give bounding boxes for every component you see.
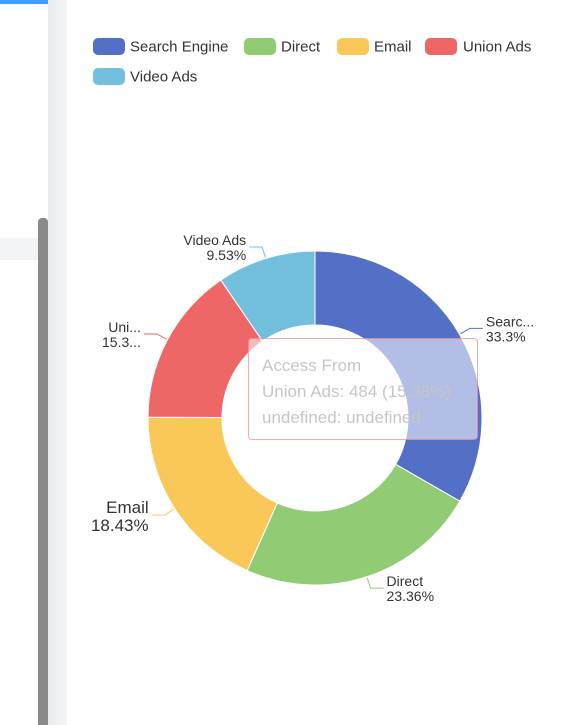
slice-video-ads[interactable] xyxy=(220,250,316,342)
slice-email[interactable] xyxy=(147,416,278,572)
legend-label-search-engine[interactable]: Search Engine xyxy=(130,39,228,56)
slice-label-percent-video-ads: 9.53% xyxy=(206,247,246,263)
tooltip-title: Access From xyxy=(262,356,362,375)
legend-label-union-ads[interactable]: Union Ads xyxy=(463,39,531,56)
panel-divider xyxy=(48,0,67,725)
slice-label-percent-union-ads: 15.3... xyxy=(102,334,141,350)
slice-direct[interactable] xyxy=(246,463,461,586)
leader-line-union-ads xyxy=(143,333,167,340)
tooltip-line-2: undefined: undefined xyxy=(262,408,421,427)
tooltip-line-1: Union Ads: 484 (15.38%) xyxy=(262,382,452,401)
legend-label-direct[interactable]: Direct xyxy=(281,39,321,56)
legend-swatch-direct[interactable] xyxy=(244,38,276,55)
leader-line-email xyxy=(151,508,175,516)
sidebar-scrollbar[interactable] xyxy=(38,218,48,725)
slice-label-name-direct: Direct xyxy=(387,573,424,589)
legend-swatch-union-ads[interactable] xyxy=(425,38,457,55)
slice-label-percent-direct: 23.36% xyxy=(387,588,434,604)
sidebar-highlighted-row[interactable] xyxy=(0,238,38,260)
legend-swatch-search-engine[interactable] xyxy=(93,38,125,55)
leader-line-search-engine xyxy=(460,327,483,335)
legend-swatch-video-ads[interactable] xyxy=(93,68,125,85)
legend-swatch-email[interactable] xyxy=(337,38,369,55)
leader-line-direct xyxy=(366,577,384,589)
slice-label-name-video-ads: Video Ads xyxy=(183,232,246,248)
legend: Search Engine Direct Email Union Ads Video A… xyxy=(93,38,531,86)
slice-label-name-email: Email xyxy=(106,498,149,517)
slice-label-name-search-engine: Searc... xyxy=(486,313,534,329)
legend-label-email[interactable]: Email xyxy=(374,39,412,56)
leader-line-video-ads xyxy=(249,246,266,258)
active-tab-indicator xyxy=(0,0,48,4)
slice-label-name-union-ads: Uni... xyxy=(108,319,141,335)
slice-label-percent-search-engine: 33.3% xyxy=(486,328,526,344)
chart-tooltip: Access From Union Ads: 484 (15.38%) unde… xyxy=(248,338,478,440)
slice-label-percent-email: 18.43% xyxy=(91,516,149,535)
legend-label-video-ads[interactable]: Video Ads xyxy=(130,69,197,86)
